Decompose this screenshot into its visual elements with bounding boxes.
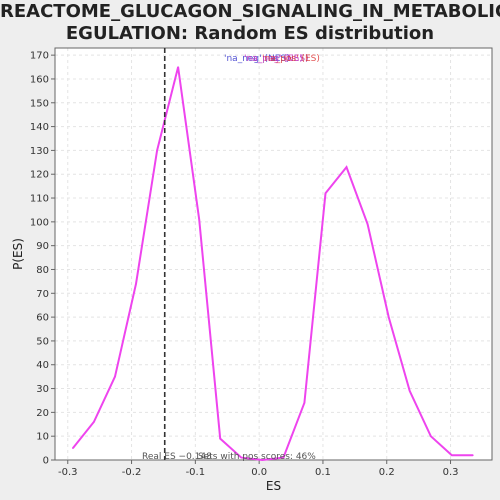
data-point xyxy=(72,447,74,449)
x-tick-label: -0.1 xyxy=(186,467,206,478)
data-point xyxy=(304,402,306,404)
x-tick-label: 0.2 xyxy=(379,467,395,478)
y-tick-label: 10 xyxy=(36,432,49,443)
data-point xyxy=(114,376,116,378)
y-tick-label: 170 xyxy=(30,51,49,62)
pos-scores-annotation: Sets with pos scores: 46% xyxy=(198,452,316,462)
plot-area xyxy=(55,48,492,460)
y-tick-label: 110 xyxy=(30,194,49,205)
data-point xyxy=(325,192,327,194)
y-tick-label: 140 xyxy=(30,122,49,133)
data-point xyxy=(219,438,221,440)
y-tick-label: 150 xyxy=(30,98,49,109)
y-axis-label: P(ES) xyxy=(11,238,25,270)
legend-entry: 'na_pos' (ES) xyxy=(262,54,320,64)
data-point xyxy=(198,219,200,221)
data-point xyxy=(367,223,369,225)
data-point xyxy=(409,390,411,392)
data-point xyxy=(430,435,432,437)
y-tick-label: 30 xyxy=(36,384,49,395)
y-tick-label: 130 xyxy=(30,146,49,157)
y-tick-label: 40 xyxy=(36,360,49,371)
x-tick-label: -0.2 xyxy=(122,467,142,478)
y-tick-label: 100 xyxy=(30,217,49,228)
y-tick-label: 80 xyxy=(36,265,49,276)
x-tick-label: 0.0 xyxy=(251,467,267,478)
data-point xyxy=(346,166,348,168)
data-point xyxy=(177,66,179,68)
data-point xyxy=(472,454,474,456)
y-tick-label: 50 xyxy=(36,336,49,347)
x-tick-label: 0.3 xyxy=(443,467,459,478)
x-axis-label: ES xyxy=(266,479,281,493)
x-tick-label: -0.3 xyxy=(58,467,78,478)
y-tick-label: 120 xyxy=(30,170,49,181)
y-tick-label: 90 xyxy=(36,241,49,252)
x-tick-label: 0.1 xyxy=(315,467,331,478)
data-point xyxy=(451,454,453,456)
data-point xyxy=(135,283,137,285)
data-point xyxy=(388,316,390,318)
data-point xyxy=(156,150,158,152)
data-point xyxy=(93,421,95,423)
y-tick-label: 60 xyxy=(36,313,49,324)
y-tick-label: 70 xyxy=(36,289,49,300)
y-tick-label: 20 xyxy=(36,408,49,419)
y-tick-label: 0 xyxy=(43,456,49,467)
y-tick-label: 160 xyxy=(30,74,49,85)
